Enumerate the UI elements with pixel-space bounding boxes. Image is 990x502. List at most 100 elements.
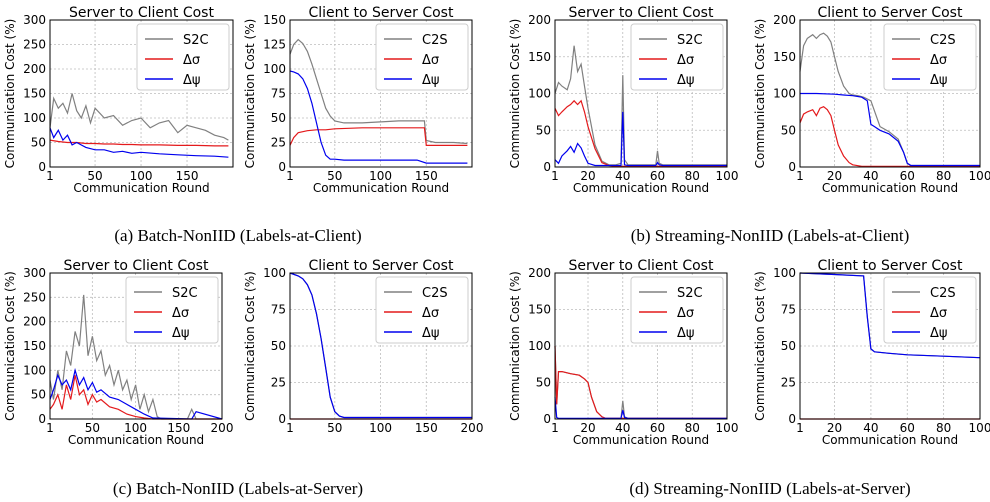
y-tick-label: 100 <box>773 266 796 280</box>
caption-c: (c) Batch-NonIID (Labels-at-Server) <box>113 479 363 498</box>
x-axis-label: Communication Round <box>822 433 958 447</box>
x-tick-label: 100 <box>969 169 990 183</box>
y-tick-label: 25 <box>781 376 796 390</box>
legend-label: Δσ <box>930 53 947 68</box>
legend-label: Δσ <box>422 306 439 321</box>
legend-label: Δψ <box>172 326 189 341</box>
chart-7: 1 20 40 60 80 100 0 50 100 150 200 Server to Client… <box>508 258 738 447</box>
legend-label: Δσ <box>677 306 694 321</box>
caption-a: (a) Batch-NonIID (Labels-at-Client) <box>114 226 361 245</box>
legend-box <box>375 276 469 344</box>
x-tick-label: 100 <box>130 169 153 183</box>
legend-label: Δψ <box>183 73 200 88</box>
x-tick-label: 200 <box>211 421 234 435</box>
legend-label: Δψ <box>677 326 694 341</box>
series-line-Δσ <box>49 139 229 147</box>
x-tick-label: 1 <box>551 169 559 183</box>
y-tick-label: 200 <box>23 315 46 329</box>
x-tick-label: 40 <box>863 169 878 183</box>
x-tick-label: 100 <box>969 421 990 435</box>
x-tick-label: 1 <box>796 421 804 435</box>
x-tick-label: 80 <box>685 421 700 435</box>
y-tick-label: 0 <box>278 160 286 174</box>
y-tick-label: 150 <box>773 50 796 64</box>
x-tick-label: 150 <box>415 421 438 435</box>
y-tick-label: 200 <box>23 62 46 76</box>
y-tick-label: 250 <box>23 290 46 304</box>
x-tick-label: 100 <box>369 169 392 183</box>
x-tick-label: 80 <box>936 421 951 435</box>
y-tick-label: 100 <box>528 87 551 101</box>
x-tick-label: 50 <box>87 169 102 183</box>
legend: S2C Δσ Δψ <box>136 23 230 91</box>
plot-frame <box>799 272 981 420</box>
y-tick-label: 150 <box>23 339 46 353</box>
y-tick-label: 125 <box>263 38 286 52</box>
series-line-Δσ <box>554 99 727 167</box>
series-line-Δψ <box>49 127 229 158</box>
y-tick-label: 50 <box>781 123 796 137</box>
caption-d: (d) Streaming-NonIID (Labels-at-Server) <box>629 479 910 498</box>
y-tick-label: 75 <box>271 87 286 101</box>
legend: C2S Δσ Δψ <box>883 276 977 344</box>
chart-title: Server to Client Cost <box>64 258 209 274</box>
x-axis-label: Communication Round <box>313 181 449 195</box>
series-line-Δσ <box>49 375 222 420</box>
legend-box <box>125 276 219 344</box>
legend: C2S Δσ Δψ <box>375 23 469 91</box>
x-tick-label: 50 <box>327 421 342 435</box>
x-axis-label: Communication Round <box>822 181 958 195</box>
legend: S2C Δσ Δψ <box>125 276 219 344</box>
legend-label: C2S <box>930 33 956 48</box>
y-axis-label: Communication Cost (%) <box>508 271 522 421</box>
y-axis-label: Communication Cost (%) <box>3 19 17 169</box>
x-axis-label: Communication Round <box>73 181 209 195</box>
chart-3: 1 20 40 60 80 100 0 50 100 150 200 Server to Client… <box>508 5 738 195</box>
legend-label: S2C <box>172 286 198 301</box>
legend-label: C2S <box>422 286 448 301</box>
legend-label: Δσ <box>422 53 439 68</box>
x-tick-label: 150 <box>415 169 438 183</box>
series-line-Δψ <box>289 70 468 164</box>
y-tick-label: 300 <box>23 266 46 280</box>
x-tick-label: 100 <box>124 421 147 435</box>
chart-title: Server to Client Cost <box>569 5 714 21</box>
series-line-Δψ <box>800 92 980 167</box>
x-tick-label: 200 <box>461 421 484 435</box>
x-tick-label: 80 <box>936 169 951 183</box>
legend-label: S2C <box>183 33 209 48</box>
x-tick-label: 60 <box>650 421 665 435</box>
x-tick-label: 100 <box>716 169 739 183</box>
plot-frame <box>554 19 728 168</box>
x-tick-label: 50 <box>327 169 342 183</box>
series-line-Δψ <box>49 367 223 420</box>
x-tick-label: 1 <box>46 169 54 183</box>
y-tick-label: 200 <box>528 13 551 27</box>
y-tick-label: 50 <box>31 388 46 402</box>
x-tick-label: 1 <box>796 169 804 183</box>
series-line-Δψ <box>799 272 981 359</box>
legend-label: Δψ <box>930 73 947 88</box>
plot-frame <box>49 272 223 420</box>
y-tick-label: 25 <box>271 376 286 390</box>
series-line-S2C <box>554 45 727 166</box>
legend-label: S2C <box>677 33 703 48</box>
series-line-Δσ <box>799 106 980 167</box>
chart-title: Server to Client Cost <box>569 258 714 274</box>
y-tick-label: 300 <box>23 13 46 27</box>
legend: S2C Δσ Δψ <box>630 23 724 91</box>
x-tick-label: 60 <box>900 421 915 435</box>
y-tick-label: 150 <box>263 13 286 27</box>
x-tick-label: 20 <box>580 169 595 183</box>
x-tick-label: 1 <box>286 169 294 183</box>
legend-label: Δσ <box>677 53 694 68</box>
plot-frame <box>799 19 981 168</box>
y-tick-label: 0 <box>543 160 551 174</box>
x-tick-label: 100 <box>716 421 739 435</box>
x-axis-label: Communication Round <box>68 433 204 447</box>
chart-title: Client to Server Cost <box>818 258 963 274</box>
chart-title: Client to Server Cost <box>818 5 963 21</box>
legend-label: C2S <box>422 33 448 48</box>
